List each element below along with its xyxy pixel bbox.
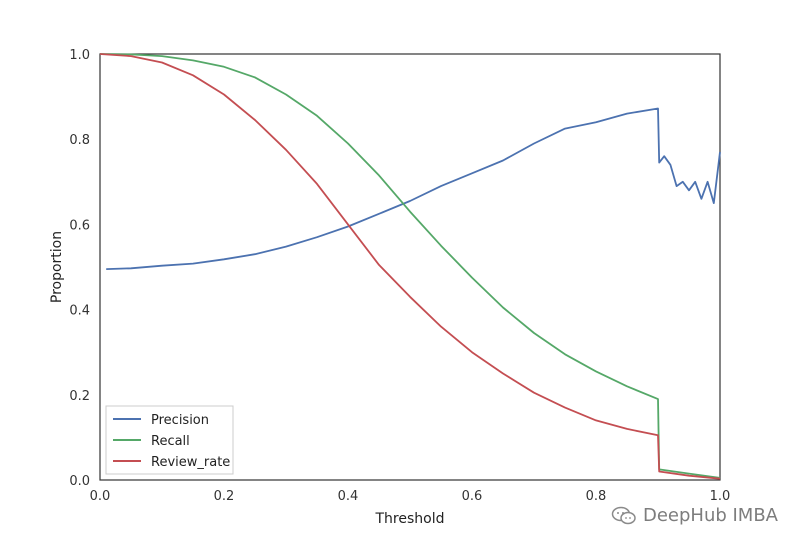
x-tick-label: 0.6: [462, 489, 483, 504]
legend: Precision Recall Review_rate: [105, 405, 234, 475]
legend-box: [105, 405, 234, 475]
series-line-review-rate: [99, 53, 721, 480]
y-tick-label: 0.0: [69, 474, 90, 489]
x-axis-label: Threshold: [375, 511, 445, 527]
legend-label: Precision: [151, 413, 209, 428]
x-tick-label: 0.0: [90, 489, 111, 504]
x-tick-label: 0.4: [338, 489, 359, 504]
wechat-icon: [611, 506, 636, 524]
x-tick-label: 0.8: [586, 489, 607, 504]
x-tick-label: 0.2: [214, 489, 235, 504]
y-tick-label: 0.6: [69, 218, 90, 233]
x-tick-label: 1.0: [710, 489, 731, 504]
y-axis-label: Proportion: [49, 231, 65, 303]
legend-label: Recall: [151, 434, 190, 449]
series-line-precision: [106, 107, 721, 270]
legend-label: Review_rate: [151, 455, 230, 470]
y-tick-label: 0.4: [69, 304, 90, 319]
series-lines: [99, 53, 721, 480]
y-tick-label: 0.8: [69, 133, 90, 148]
y-tick-label: 1.0: [69, 48, 90, 63]
series-line-recall: [99, 53, 721, 479]
axis-ticks: 0.0 0.2 0.4 0.6 0.8 1.0 0.0 0.2 0.4 0.6 0.8 1.0: [69, 48, 730, 504]
y-tick-label: 0.2: [69, 389, 90, 404]
watermark-text: DeepHub IMBA: [642, 505, 778, 526]
watermark: DeepHub IMBA: [611, 505, 778, 526]
